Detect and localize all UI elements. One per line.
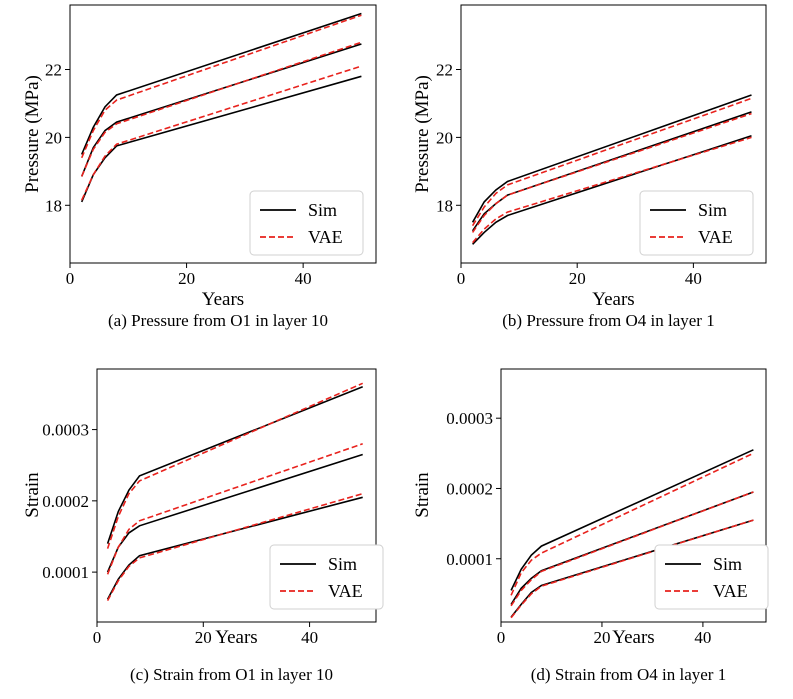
x-tick-label: 0 (93, 628, 102, 647)
legend-label-vae: VAE (308, 227, 343, 247)
series-line-sim-3 (472, 134, 752, 245)
legend-box (654, 544, 769, 610)
legend-label-vae: VAE (328, 581, 363, 601)
series-line-vae-6 (471, 136, 752, 244)
y-axis-title: Pressure (MPa) (22, 75, 43, 193)
y-tick-label: 18 (45, 196, 62, 215)
series-line-sim-1 (80, 12, 362, 155)
y-tick-label: 20 (45, 128, 62, 147)
series-line-vae-6 (80, 65, 362, 201)
legend-label-sim: Sim (698, 200, 727, 220)
y-tick-label: 20 (436, 128, 453, 147)
x-tick-label: 40 (685, 269, 702, 288)
figure-caption: (d) Strain from O4 in layer 1 (531, 665, 726, 684)
x-axis-title: Years (215, 627, 257, 648)
x-tick-label: 40 (694, 628, 711, 647)
y-tick-label: 0.0001 (42, 563, 89, 582)
y-tick-label: 0.0003 (446, 409, 493, 428)
legend-label-sim: Sim (308, 200, 337, 220)
plot-frame (500, 368, 767, 623)
series-line-sim-1 (510, 449, 754, 591)
x-tick-label: 0 (497, 628, 506, 647)
legend-box (269, 544, 384, 610)
chart-panel-1: 0 20 40 18 20 22 Years Pressure (MPa) Sim VAE (a) … (22, 4, 377, 330)
legend-label-sim: Sim (713, 554, 742, 574)
y-tick-label: 22 (436, 61, 453, 80)
y-tick-label: 22 (45, 61, 62, 80)
y-axis-title: Strain (22, 472, 43, 518)
x-axis-title: Years (202, 289, 244, 310)
figure-caption: (a) Pressure from O1 in layer 10 (108, 311, 328, 330)
plot-frame (460, 4, 767, 264)
x-axis-title: Years (612, 627, 654, 648)
x-tick-label: 20 (195, 628, 212, 647)
y-axis-title: Strain (412, 472, 433, 518)
legend-label-sim: Sim (328, 554, 357, 574)
series-line-sim-1 (471, 94, 752, 223)
x-tick-label: 0 (66, 269, 75, 288)
x-tick-label: 20 (178, 269, 195, 288)
figure-caption: (c) Strain from O1 in layer 10 (130, 665, 333, 684)
y-tick-label: 0.0001 (446, 550, 493, 569)
series-line-vae-5 (106, 443, 363, 575)
plot-frame (96, 368, 377, 623)
legend-box (639, 190, 754, 256)
series-line-vae-5 (510, 491, 754, 607)
series-line-vae-6 (106, 492, 363, 601)
x-tick-label: 20 (569, 269, 586, 288)
series-line-vae-5 (80, 41, 362, 177)
y-tick-label: 0.0003 (42, 421, 89, 440)
plot-frame (69, 4, 377, 264)
x-axis-title: Years (592, 289, 634, 310)
chart-panel-2: 0 20 40 18 20 22 Years Pressure (MPa) Sim VAE (b) … (412, 4, 767, 330)
series-line-sim-3 (80, 75, 362, 203)
legend-box (249, 190, 364, 256)
series-line-vae-5 (471, 112, 752, 233)
x-tick-label: 40 (295, 269, 312, 288)
legend-label-vae: VAE (698, 227, 733, 247)
legend-label-vae: VAE (713, 581, 748, 601)
x-tick-label: 20 (593, 628, 610, 647)
chart-panel-4: 0 20 40 0.0001 0.0002 0.0003 Years Strain Sim VAE… (412, 368, 769, 684)
figure-caption: (b) Pressure from O4 in layer 1 (502, 311, 714, 330)
series-line-vae-4 (471, 97, 752, 227)
series-line-vae-6 (510, 519, 754, 619)
series-line-vae-4 (106, 382, 364, 549)
chart-panel-3: 0 20 40 0.0001 0.0002 0.0003 Years Strain Sim VAE… (22, 368, 384, 684)
x-tick-label: 40 (301, 628, 318, 647)
y-axis-title: Pressure (MPa) (412, 75, 433, 193)
y-tick-label: 18 (436, 196, 453, 215)
series-line-vae-4 (80, 14, 362, 159)
x-tick-label: 0 (457, 269, 466, 288)
series-line-sim-1 (106, 386, 363, 544)
y-tick-label: 0.0002 (42, 492, 89, 511)
series-line-vae-4 (510, 452, 754, 596)
y-tick-label: 0.0002 (446, 479, 493, 498)
